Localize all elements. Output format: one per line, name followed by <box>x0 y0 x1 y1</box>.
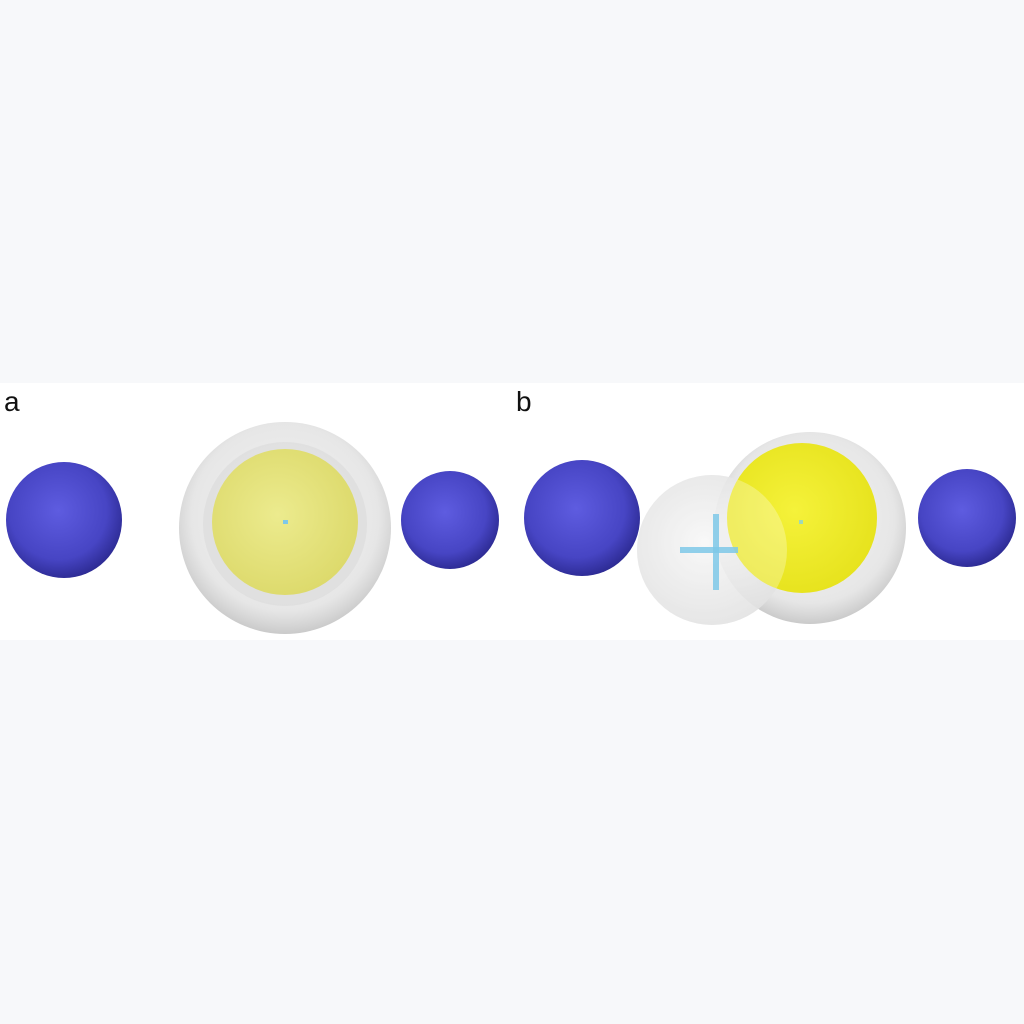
center-dot-a <box>283 520 288 524</box>
crosshair-icon <box>680 514 738 590</box>
panel-b <box>524 432 1016 625</box>
blue-sphere-right-b <box>918 469 1016 567</box>
blue-sphere-right-a <box>401 471 499 569</box>
yellow-sphere-b <box>727 443 877 593</box>
blue-sphere-left-a <box>6 462 122 578</box>
center-dot-b <box>799 520 803 524</box>
panel-label-a: a <box>4 386 20 417</box>
panel-label-b: b <box>516 386 532 417</box>
blue-sphere-left-b <box>524 460 640 576</box>
panel-a <box>6 422 499 634</box>
